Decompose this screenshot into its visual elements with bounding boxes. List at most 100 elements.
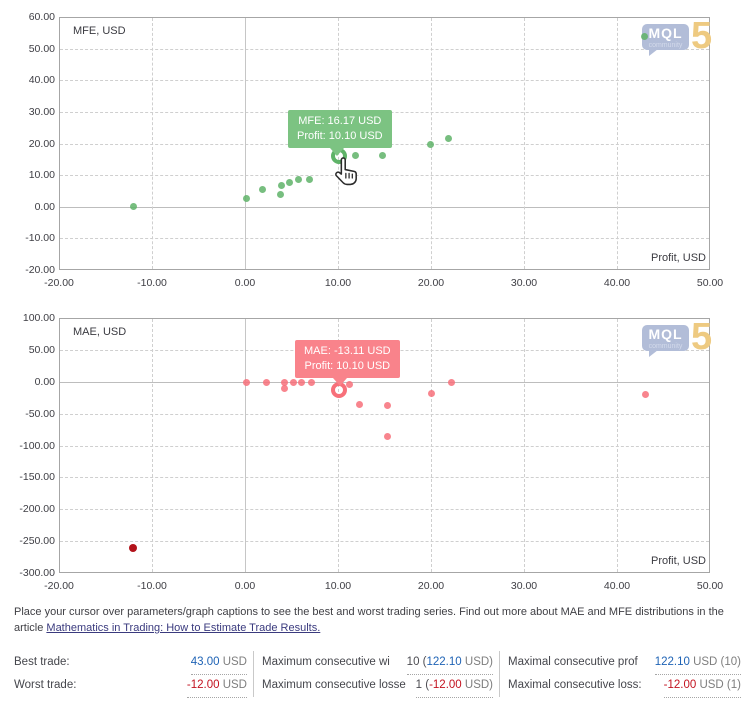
gridline xyxy=(617,319,618,572)
gridline xyxy=(524,319,525,572)
mql5-logo: MQL community 5 xyxy=(642,318,712,357)
max-consecutive-wins-value[interactable]: 10 (122.10 USD) xyxy=(406,651,493,675)
data-point[interactable] xyxy=(259,185,267,193)
worst-trade-label: Worst trade: xyxy=(14,679,77,691)
maximal-consecutive-loss-row: Maximal consecutive loss: -12.00 USD (1) xyxy=(508,674,741,698)
data-point[interactable] xyxy=(641,33,649,41)
y-axis-tick-label: 50.00 xyxy=(28,42,55,55)
mql5-logo-five: 5 xyxy=(691,15,713,57)
worst-trade-value[interactable]: -12.00 USD xyxy=(186,674,247,698)
data-point[interactable] xyxy=(129,203,137,211)
x-axis-tick-label: 10.00 xyxy=(324,277,352,289)
gridline xyxy=(524,18,525,269)
data-point[interactable] xyxy=(298,378,306,386)
y-axis-tick-label: -20.00 xyxy=(25,264,55,276)
gridline xyxy=(60,477,709,479)
data-point[interactable] xyxy=(243,194,251,202)
stats-column-consecutive-count: Maximum consecutive wi 10 (122.10 USD) M… xyxy=(262,651,493,698)
mql5-logo-text: MQL xyxy=(648,25,683,41)
worst-trade-data-point[interactable] xyxy=(129,544,138,553)
data-point[interactable] xyxy=(642,391,650,398)
data-point[interactable] xyxy=(379,151,387,159)
data-point[interactable] xyxy=(305,175,313,183)
data-point[interactable] xyxy=(280,378,288,386)
y-axis-tick-label: -200.00 xyxy=(19,503,55,516)
cursor-hand-icon xyxy=(333,156,360,192)
mae-tooltip-tail xyxy=(333,378,347,386)
best-trade-label: Best trade: xyxy=(14,656,70,668)
x-axis-tick-label: 40.00 xyxy=(603,580,631,592)
gridline xyxy=(245,319,246,572)
gridline xyxy=(338,319,339,572)
article-link[interactable]: Mathematics in Trading: How to Estimate … xyxy=(46,622,321,634)
y-axis-tick-label: 50.00 xyxy=(28,343,55,356)
y-axis-tick-label: 0.00 xyxy=(34,375,55,388)
y-axis-tick-label: -50.00 xyxy=(25,407,55,420)
data-point[interactable] xyxy=(262,379,270,387)
gridline xyxy=(60,541,709,543)
x-axis-tick-label: 10.00 xyxy=(324,580,352,592)
mae-x-axis-caption[interactable]: Profit, USD xyxy=(650,555,706,567)
data-point[interactable] xyxy=(383,402,391,410)
data-point[interactable] xyxy=(445,134,453,142)
x-axis-tick-label: -10.00 xyxy=(137,277,167,289)
mql5-logo-bubble: MQL community xyxy=(642,325,689,357)
gridline xyxy=(60,206,709,208)
gridline xyxy=(152,319,153,572)
y-axis-tick-label: 40.00 xyxy=(28,74,55,87)
mfe-tooltip-line2: Profit: 10.10 USD xyxy=(297,130,383,142)
data-point[interactable] xyxy=(295,175,303,183)
data-point[interactable] xyxy=(352,151,360,159)
x-axis-tick-label: -20.00 xyxy=(44,580,74,592)
y-axis-tick-label: 20.00 xyxy=(28,137,55,150)
mae-tooltip-line2: Profit: 10.10 USD xyxy=(304,360,391,372)
data-point[interactable] xyxy=(286,178,294,186)
gridline xyxy=(60,445,709,447)
mfe-x-axis-caption[interactable]: Profit, USD xyxy=(650,252,706,264)
y-axis-tick-label: -300.00 xyxy=(19,567,55,579)
data-point[interactable] xyxy=(276,190,284,198)
gridline xyxy=(60,48,709,50)
data-point[interactable] xyxy=(345,381,353,389)
stats-column-divider xyxy=(499,651,500,697)
max-consecutive-losses-value[interactable]: 1 (-12.00 USD) xyxy=(415,674,493,698)
y-axis-tick-label: -250.00 xyxy=(19,535,55,548)
mql5-logo-bubble: MQL community xyxy=(642,24,689,56)
maximal-consecutive-profit-row: Maximal consecutive prof 122.10 USD (10) xyxy=(508,651,741,675)
data-point[interactable] xyxy=(355,400,363,408)
gridline xyxy=(431,319,432,572)
gridline xyxy=(152,18,153,269)
mfe-axis-caption[interactable]: MFE, USD xyxy=(73,25,126,37)
data-point[interactable] xyxy=(307,379,315,387)
data-point[interactable] xyxy=(383,433,391,441)
x-axis-tick-label: 0.00 xyxy=(234,277,256,289)
maximal-consecutive-loss-value[interactable]: -12.00 USD (1) xyxy=(663,674,741,698)
data-point[interactable] xyxy=(289,378,297,386)
data-point[interactable] xyxy=(280,384,288,392)
mql5-logo: MQL community 5 xyxy=(642,17,712,56)
x-axis-tick-label: 0.00 xyxy=(234,580,256,592)
gridline xyxy=(60,381,709,383)
data-point[interactable] xyxy=(428,389,436,397)
gridline xyxy=(60,175,709,177)
mql5-logo-bubble-tail xyxy=(649,49,658,56)
stats-column-trades: Best trade: 43.00 USD Worst trade: -12.0… xyxy=(14,651,247,698)
data-point[interactable] xyxy=(277,181,285,189)
max-consecutive-wins-row: Maximum consecutive wi 10 (122.10 USD) xyxy=(262,651,493,675)
y-axis-tick-label: 30.00 xyxy=(28,105,55,118)
mql5-logo-community-text: community xyxy=(648,343,683,350)
y-axis-tick-label: 60.00 xyxy=(28,11,55,23)
stats-column-consecutive-amount: Maximal consecutive prof 122.10 USD (10)… xyxy=(508,651,741,698)
best-trade-value[interactable]: 43.00 USD xyxy=(190,651,247,675)
x-axis-tick-label: 50.00 xyxy=(696,580,724,592)
stats-column-divider xyxy=(253,651,254,697)
data-point[interactable] xyxy=(243,378,251,386)
mql5-logo-community-text: community xyxy=(648,42,683,49)
maximal-consecutive-profit-value[interactable]: 122.10 USD (10) xyxy=(654,651,741,675)
mql5-logo-text: MQL xyxy=(648,326,683,342)
x-axis-tick-label: 20.00 xyxy=(417,277,445,289)
mae-axis-caption[interactable]: MAE, USD xyxy=(73,326,127,338)
data-point[interactable] xyxy=(447,379,455,387)
gridline xyxy=(60,238,709,240)
data-point[interactable] xyxy=(426,140,434,148)
